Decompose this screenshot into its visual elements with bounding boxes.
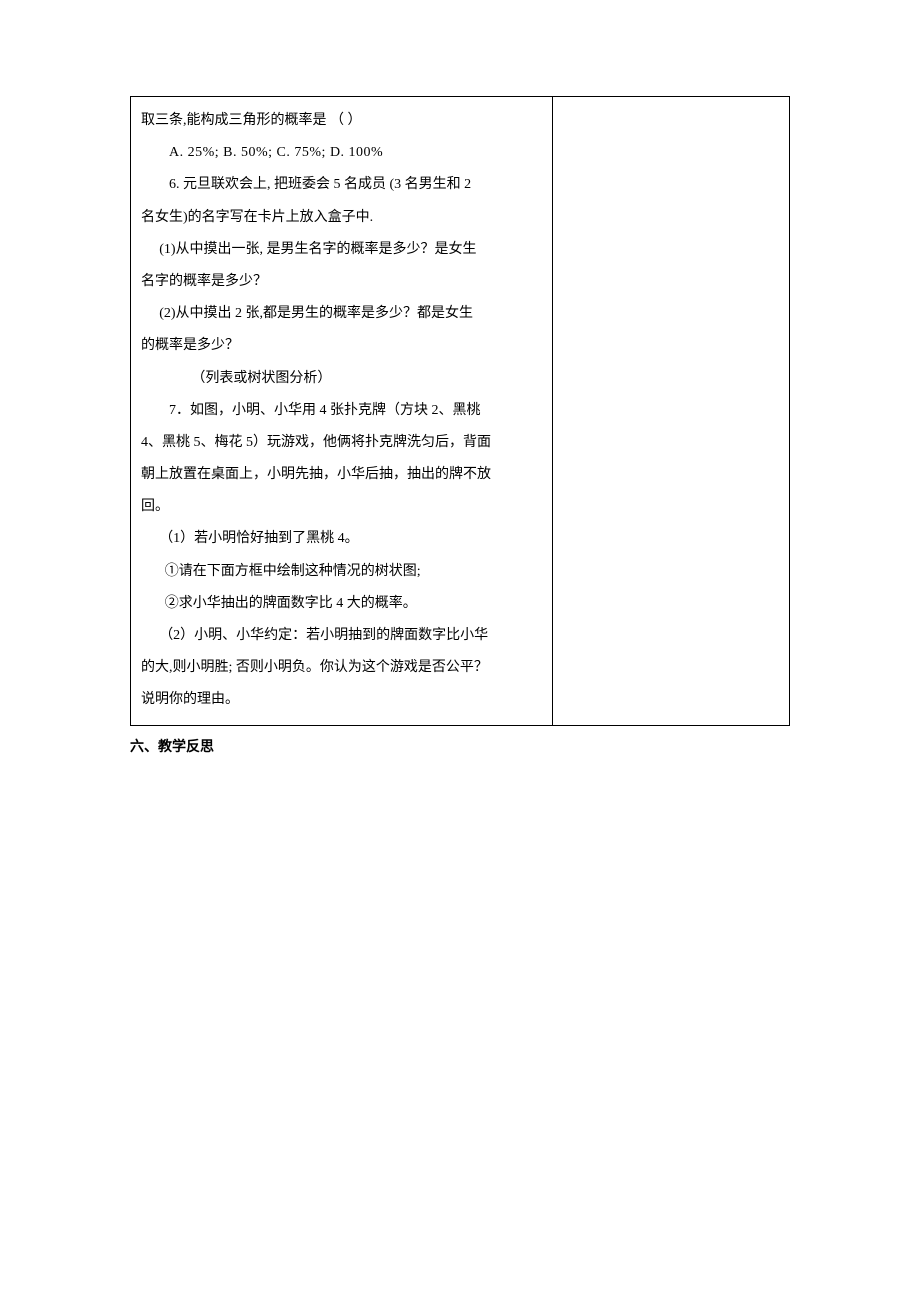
q7-part1-1: ①请在下面方框中绘制这种情况的树状图; <box>141 556 542 588</box>
question-line: 取三条,能构成三角形的概率是 （ ） <box>141 105 542 137</box>
content-table: 取三条,能构成三角形的概率是 （ ） A. 25%; B. 50%; C. 75… <box>130 96 790 726</box>
right-cell <box>553 97 789 725</box>
q7-l3: 朝上放置在桌面上，小明先抽，小华后抽，抽出的牌不放 <box>141 459 542 491</box>
q6-part1a: (1)从中摸出一张, 是男生名字的概率是多少？是女生 <box>141 234 542 266</box>
q7-part2a: （2）小明、小华约定：若小明抽到的牌面数字比小华 <box>141 620 542 652</box>
q6-note: （列表或树状图分析） <box>141 363 542 395</box>
q7-l2: 4、黑桃 5、梅花 5）玩游戏，他俩将扑克牌洗匀后，背面 <box>141 427 542 459</box>
q7-part2c: 说明你的理由。 <box>141 684 542 716</box>
q7-part1-2: ②求小华抽出的牌面数字比 4 大的概率。 <box>141 588 542 620</box>
q6-part1b: 名字的概率是多少？ <box>141 266 542 298</box>
q6-part2b: 的概率是多少？ <box>141 330 542 362</box>
q6-part2a: (2)从中摸出 2 张,都是男生的概率是多少？都是女生 <box>141 298 542 330</box>
q7-l4: 回。 <box>141 491 542 523</box>
table-row: 取三条,能构成三角形的概率是 （ ） A. 25%; B. 50%; C. 75… <box>131 97 789 725</box>
q7-part1: （1）若小明恰好抽到了黑桃 4。 <box>141 523 542 555</box>
section-title: 六、教学反思 <box>130 736 790 756</box>
q6-intro: 6. 元旦联欢会上, 把班委会 5 名成员 (3 名男生和 2 <box>141 169 542 201</box>
left-cell: 取三条,能构成三角形的概率是 （ ） A. 25%; B. 50%; C. 75… <box>131 97 553 725</box>
q7-intro: 7．如图，小明、小华用 4 张扑克牌（方块 2、黑桃 <box>141 395 542 427</box>
options-line: A. 25%; B. 50%; C. 75%; D. 100% <box>141 137 542 169</box>
q6-cont: 名女生)的名字写在卡片上放入盒子中. <box>141 202 542 234</box>
q7-part2b: 的大,则小明胜; 否则小明负。你认为这个游戏是否公平？ <box>141 652 542 684</box>
